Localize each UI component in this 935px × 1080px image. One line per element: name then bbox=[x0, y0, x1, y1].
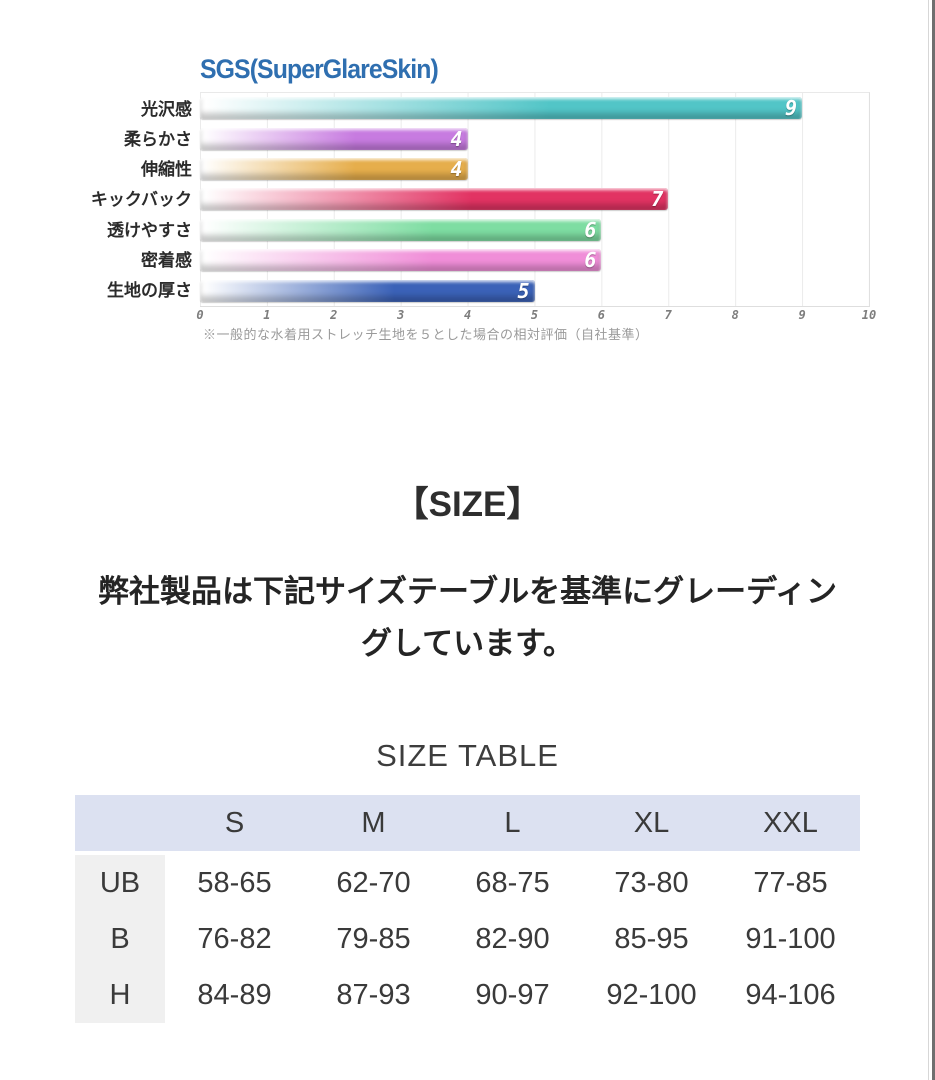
size-table-row-header: B bbox=[75, 911, 165, 967]
size-table-value-cell: 79-85 bbox=[336, 922, 411, 955]
chart-category-label: 透けやすさ bbox=[107, 220, 192, 240]
size-table-value-cell: 76-82 bbox=[197, 922, 272, 955]
chart-bar-value-label: 6 bbox=[584, 248, 596, 273]
chart-title: SGS(SuperGlareSkin) bbox=[200, 54, 439, 84]
chart-bar-row: 6 bbox=[200, 215, 869, 245]
size-table-value-cell: 91-100 bbox=[745, 922, 836, 955]
x-axis-tick-label: 2 bbox=[330, 308, 338, 322]
x-axis-tick-label: 1 bbox=[263, 308, 271, 322]
chart-bar-row: 7 bbox=[200, 184, 869, 214]
size-table-corner-cell bbox=[75, 795, 165, 851]
chart-footnote: ※一般的な水着用ストレッチ生地を５とした場合の相対評価（自社基準） bbox=[203, 327, 649, 342]
size-table-value-cell: 85-95 bbox=[614, 922, 689, 955]
size-table-column-header: L bbox=[504, 806, 521, 839]
x-axis-tick-label: 10 bbox=[861, 308, 877, 322]
x-axis-tick-label: 5 bbox=[530, 308, 539, 322]
chart-x-axis: 0 1 2 3 4 5 6 7 8 9 10 bbox=[196, 308, 876, 324]
size-table-value-cell: 73-80 bbox=[614, 866, 689, 899]
size-table-value-cell: 94-106 bbox=[745, 978, 836, 1011]
right-edge-inner-line bbox=[928, 0, 929, 1080]
x-axis-tick-label: 0 bbox=[196, 308, 204, 322]
chart-plot-area: 9 4 4 7 6 6 5 bbox=[200, 92, 870, 307]
right-edge-border-line bbox=[932, 0, 935, 1080]
size-table-column-header: S bbox=[224, 806, 245, 839]
size-table-value-cell: 58-65 bbox=[197, 866, 272, 899]
size-table-column-header: XL bbox=[633, 806, 670, 839]
chart-bar: 9 bbox=[200, 96, 803, 121]
size-table-title: SIZE TABLE bbox=[376, 738, 559, 773]
size-table-value-cell: 84-89 bbox=[197, 978, 272, 1011]
size-section-description: 弊社製品は下記サイズテーブルを基準にグレーディン グしています。 bbox=[97, 574, 838, 661]
size-table-row: H 84-89 87-93 90-97 92-100 94-106 bbox=[75, 967, 860, 1023]
x-axis-tick-label: 7 bbox=[664, 308, 672, 322]
chart-bar-value-label: 6 bbox=[584, 217, 596, 242]
size-table-column-header: M bbox=[361, 806, 386, 839]
chart-category-label: 生地の厚さ bbox=[107, 281, 192, 301]
x-axis-tick-label: 9 bbox=[798, 308, 806, 322]
chart-bar: 4 bbox=[200, 126, 468, 151]
x-axis-tick-label: 8 bbox=[731, 308, 739, 322]
size-table-value-cell: 87-93 bbox=[336, 978, 411, 1011]
chart-bar: 6 bbox=[200, 217, 602, 242]
chart-bar: 6 bbox=[200, 248, 602, 273]
chart-bar: 5 bbox=[200, 278, 535, 303]
size-table-value-cell: 82-90 bbox=[475, 922, 550, 955]
chart-bar-row: 5 bbox=[200, 276, 869, 306]
chart-bar-value-label: 7 bbox=[651, 187, 663, 212]
size-section-heading: 【SIZE】 bbox=[393, 485, 542, 524]
chart-bar-value-label: 9 bbox=[785, 96, 797, 121]
x-axis-tick-label: 3 bbox=[397, 308, 405, 322]
size-table-row: UB 58-65 62-70 68-75 73-80 77-85 bbox=[75, 855, 860, 911]
size-table-column-header: XXL bbox=[763, 806, 818, 839]
size-table-row-header: H bbox=[75, 967, 165, 1023]
chart-category-label: 光沢感 bbox=[141, 99, 192, 119]
chart-category-label: 密着感 bbox=[141, 251, 192, 271]
size-table-value-cell: 92-100 bbox=[606, 978, 697, 1011]
size-table-row-header: UB bbox=[75, 855, 165, 911]
size-table-value-cell: 62-70 bbox=[336, 866, 411, 899]
chart-bar-row: 9 bbox=[200, 93, 869, 123]
size-table-header-row: S M L XL XXL bbox=[75, 795, 860, 851]
chart-category-labels: 光沢感柔らかさ伸縮性キックバック透けやすさ密着感生地の厚さ bbox=[30, 92, 192, 304]
chart-bar-value-label: 4 bbox=[450, 157, 463, 182]
size-table-row: B 76-82 79-85 82-90 85-95 91-100 bbox=[75, 911, 860, 967]
x-axis-tick-label: 4 bbox=[463, 308, 472, 322]
size-table-value-cell: 68-75 bbox=[475, 866, 550, 899]
chart-category-label: 伸縮性 bbox=[141, 160, 192, 180]
x-axis-tick-label: 6 bbox=[597, 308, 606, 322]
size-table-body: UB 58-65 62-70 68-75 73-80 77-85 B 76-82 79-85 82… bbox=[75, 855, 860, 1023]
size-table-value-cell: 90-97 bbox=[475, 978, 550, 1011]
chart-category-label: キックバック bbox=[90, 190, 192, 210]
chart-category-label: 柔らかさ bbox=[124, 129, 192, 149]
size-table: S M L XL XXL UB 58-65 62-70 68-75 73-80 77-85 B 76-… bbox=[75, 795, 860, 1023]
chart-bar-row: 4 bbox=[200, 123, 869, 153]
chart-bar: 4 bbox=[200, 157, 468, 182]
chart-bar: 7 bbox=[200, 187, 669, 212]
chart-bar-value-label: 4 bbox=[450, 126, 463, 151]
size-table-value-cell: 77-85 bbox=[753, 866, 828, 899]
chart-bar-value-label: 5 bbox=[517, 278, 529, 303]
chart-bar-row: 6 bbox=[200, 245, 869, 275]
chart-bar-row: 4 bbox=[200, 154, 869, 184]
